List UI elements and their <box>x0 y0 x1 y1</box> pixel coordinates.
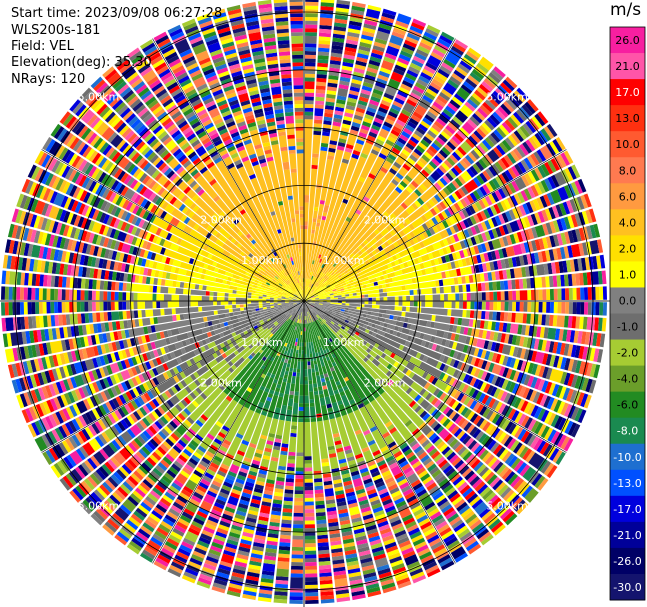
colorbar-swatch <box>610 391 645 419</box>
range-ring-label: 5.00km <box>486 499 528 512</box>
colorbar-swatch <box>610 261 645 288</box>
azimuth-line <box>303 149 567 302</box>
colorbar-swatch <box>610 105 645 132</box>
azimuth-line <box>41 149 305 302</box>
colorbar-swatch <box>610 131 645 158</box>
colorbar-tick-label: -2.0 <box>617 347 638 360</box>
range-ring-label: 5.00km <box>486 91 528 104</box>
colorbar-tick-label: 17.0 <box>615 86 640 99</box>
colorbar-tick-label: 13.0 <box>615 112 640 125</box>
range-ring-label: 1.00km <box>241 336 283 349</box>
gate-group <box>1 12 596 597</box>
range-ring-label: 5.00km <box>78 499 120 512</box>
colorbar-swatch <box>610 157 645 184</box>
colorbar-swatch <box>610 417 645 445</box>
nrays-label: NRays: 120 <box>11 72 86 87</box>
range-ring-label: 5.00km <box>78 91 120 104</box>
colorbar-swatch <box>610 469 645 497</box>
gate-group <box>19 1 593 595</box>
azimuth-line <box>303 300 456 564</box>
colorbar-swatch <box>610 235 645 262</box>
azimuth-line <box>152 300 305 564</box>
azimuth-line <box>41 300 305 453</box>
gate-group <box>9 0 597 604</box>
colorbar-swatch <box>610 365 645 393</box>
range-ring-label: 2.00km <box>364 377 406 390</box>
gate-group <box>4 4 592 600</box>
colorbar-tick-label: 0.0 <box>619 294 637 307</box>
colorbar-tick-label: -8.0 <box>617 425 638 438</box>
colorbar-tick-label: -1.0 <box>617 321 638 334</box>
colorbar-tick-label: 4.0 <box>619 216 637 229</box>
range-ring-label: 2.00km <box>364 213 406 226</box>
start-time-label: Start time: 2023/09/08 06:27:28 <box>11 6 223 21</box>
colorbar-tick-label: -26.0 <box>613 555 641 568</box>
gate-group <box>4 8 602 601</box>
gate-group <box>2 2 601 594</box>
range-ring-label: 2.00km <box>200 377 242 390</box>
colorbar-swatch <box>610 27 645 54</box>
colorbar-swatch <box>610 53 645 80</box>
colorbar-tick-label: 10.0 <box>615 138 640 151</box>
velocity-gates <box>1 0 608 605</box>
gate-group <box>5 3 600 593</box>
range-ring-label: 1.00km <box>241 254 283 267</box>
range-ring-label: 1.00km <box>323 254 365 267</box>
colorbar-tick-label: 26.0 <box>615 34 640 47</box>
elevation-label: Elevation(deg): 35.30 <box>11 55 152 70</box>
field-label: Field: VEL <box>11 39 74 54</box>
gate-group <box>11 2 593 590</box>
colorbar-swatch <box>610 313 645 341</box>
colorbar-swatch <box>610 443 645 471</box>
instrument-label: WLS200s-181 <box>11 23 101 38</box>
azimuth-line <box>303 300 567 453</box>
colorbar-swatch <box>610 547 645 575</box>
colorbar-tick-label: 8.0 <box>619 164 637 177</box>
colorbar-tick-label: 21.0 <box>615 60 640 73</box>
azimuth-line <box>152 38 305 302</box>
azimuth-line <box>303 38 456 302</box>
colorbar-swatch <box>610 573 645 601</box>
gate-group <box>15 0 606 583</box>
gate-group <box>14 6 599 596</box>
colorbar-swatch <box>610 79 645 106</box>
colorbar-tick-label: -17.0 <box>613 503 641 516</box>
ppi-plot: 1.00km 1.00km 1.00km 1.00km 2.00km 2.00km 2.00… <box>0 0 610 607</box>
colorbar-tick-label: -10.0 <box>613 451 641 464</box>
colorbar-tick-label: -13.0 <box>613 477 641 490</box>
colorbar-swatch <box>610 339 645 367</box>
colorbar-frame <box>609 26 646 601</box>
gate-group <box>2 8 592 601</box>
colorbar-unit-label: m/s <box>610 0 642 20</box>
colorbar-swatch <box>610 287 645 314</box>
colorbar-tick-label: -4.0 <box>617 373 638 386</box>
colorbar-tick-label: -30.0 <box>613 581 641 594</box>
colorbar-tick-label: 6.0 <box>619 190 637 203</box>
range-ring-label: 2.00km <box>200 213 242 226</box>
colorbar-swatch <box>610 521 645 549</box>
colorbar-swatch <box>610 495 645 523</box>
colorbar-tick-label: -21.0 <box>613 529 641 542</box>
colorbar-swatch <box>610 183 645 210</box>
colorbar-tick-label: -6.0 <box>617 399 638 412</box>
gate-group <box>16 1 593 588</box>
colorbar-tick-label: 2.0 <box>619 242 637 255</box>
range-ring-label: 1.00km <box>323 336 365 349</box>
colorbar-swatch <box>610 209 645 236</box>
colorbar-tick-label: 1.0 <box>619 268 637 281</box>
